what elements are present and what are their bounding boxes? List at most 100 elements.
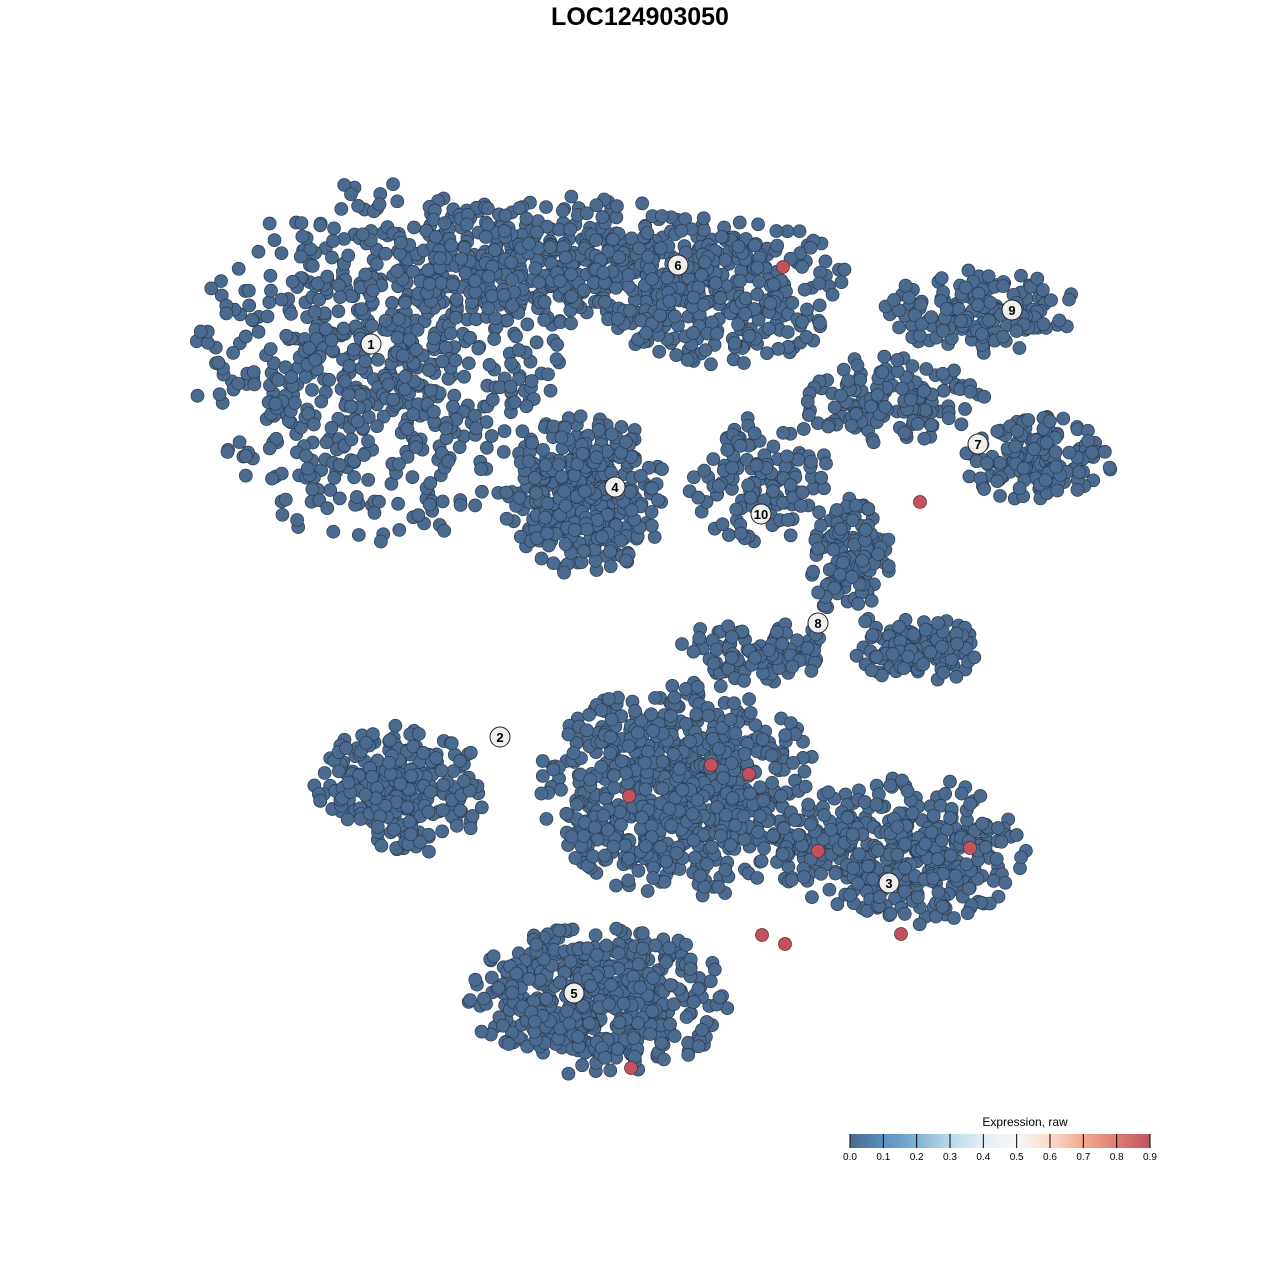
cell-point <box>775 636 790 651</box>
cell-point <box>543 240 558 254</box>
cell-point <box>710 326 724 341</box>
cell-point <box>645 1004 660 1019</box>
cell-point <box>692 631 707 645</box>
cell-point <box>561 1066 576 1081</box>
expressing-cell-point <box>755 928 769 942</box>
cell-point <box>549 352 564 367</box>
cell-point <box>331 411 346 426</box>
cell-point <box>780 449 794 464</box>
cell-point <box>457 369 471 384</box>
cell-point <box>554 782 568 797</box>
cell-point <box>355 227 370 242</box>
expressing-cell-point <box>811 844 825 858</box>
cell-point <box>803 817 818 832</box>
cell-point <box>232 435 247 450</box>
cell-point <box>667 309 682 324</box>
cell-point <box>435 494 450 509</box>
cell-point <box>376 409 391 424</box>
cell-point <box>691 1039 706 1054</box>
cell-point <box>767 277 781 292</box>
cell-point <box>785 296 800 310</box>
cell-point <box>577 484 592 499</box>
cell-point <box>697 463 712 478</box>
cell-point <box>607 780 622 795</box>
cell-point <box>837 262 852 277</box>
cell-point <box>404 769 419 783</box>
cell-point <box>540 526 555 541</box>
cell-point <box>804 454 818 469</box>
cell-point <box>386 392 400 407</box>
cell-point <box>1021 413 1036 427</box>
cell-point <box>926 808 941 823</box>
cell-point <box>349 490 364 504</box>
cell-point <box>553 274 567 288</box>
cell-point <box>336 321 351 336</box>
cell-point <box>892 320 906 335</box>
cell-point <box>960 906 975 920</box>
legend-tick-label: 0.5 <box>1010 1152 1024 1163</box>
cell-point <box>528 261 543 276</box>
cell-point <box>409 440 423 455</box>
cell-point <box>763 296 778 311</box>
cell-point <box>437 216 452 230</box>
cell-point <box>341 775 356 790</box>
cell-point <box>727 336 742 350</box>
cell-point <box>799 329 814 344</box>
cell-point <box>346 342 361 357</box>
cell-point <box>613 805 627 819</box>
cell-point <box>326 524 341 539</box>
cell-point <box>797 282 812 297</box>
cell-point <box>640 226 655 240</box>
cell-point <box>343 399 358 414</box>
cell-point <box>402 815 417 829</box>
cell-point <box>919 362 934 376</box>
cell-point <box>351 528 366 542</box>
cell-point <box>566 746 581 760</box>
cell-point <box>491 981 506 995</box>
cell-point <box>421 804 436 819</box>
cell-point <box>1030 271 1045 286</box>
cell-point <box>371 352 385 367</box>
cell-point <box>794 499 808 513</box>
cluster-label: 9 <box>1001 299 1023 321</box>
cell-point <box>851 597 866 611</box>
cell-point <box>674 223 689 238</box>
cell-point <box>331 304 346 319</box>
cell-point <box>448 353 463 368</box>
cell-point <box>1052 313 1067 328</box>
cell-point <box>750 287 765 302</box>
legend-tick-label: 0.8 <box>1110 1152 1124 1163</box>
cell-point <box>756 793 771 808</box>
cell-point <box>959 857 974 872</box>
cell-point <box>806 564 820 579</box>
cell-point <box>825 287 840 302</box>
cell-point <box>1062 292 1076 307</box>
cell-point <box>686 995 701 1009</box>
cell-point <box>564 289 579 304</box>
cell-point <box>785 659 800 674</box>
cell-point <box>644 707 659 722</box>
cell-point <box>515 424 530 439</box>
legend-title: Expression, raw <box>982 1115 1068 1129</box>
cell-point <box>288 396 302 410</box>
cell-point <box>603 544 618 559</box>
expressing-cell-point <box>624 1061 638 1075</box>
cell-point <box>454 252 469 266</box>
cell-point <box>1008 439 1023 454</box>
cell-point <box>369 257 384 272</box>
cell-point <box>760 346 774 361</box>
cell-point <box>262 441 277 456</box>
cell-point <box>725 791 740 805</box>
cell-point <box>564 189 579 204</box>
cell-point <box>924 310 939 324</box>
cell-point <box>743 786 757 801</box>
cell-point <box>392 457 406 471</box>
cell-point <box>982 313 996 328</box>
cell-point <box>284 307 298 321</box>
cell-point <box>324 421 339 435</box>
cell-point <box>936 324 950 338</box>
legend-colorbar <box>850 1134 1150 1148</box>
cell-point <box>334 202 349 216</box>
cell-point <box>475 484 489 499</box>
cell-point <box>711 742 726 756</box>
